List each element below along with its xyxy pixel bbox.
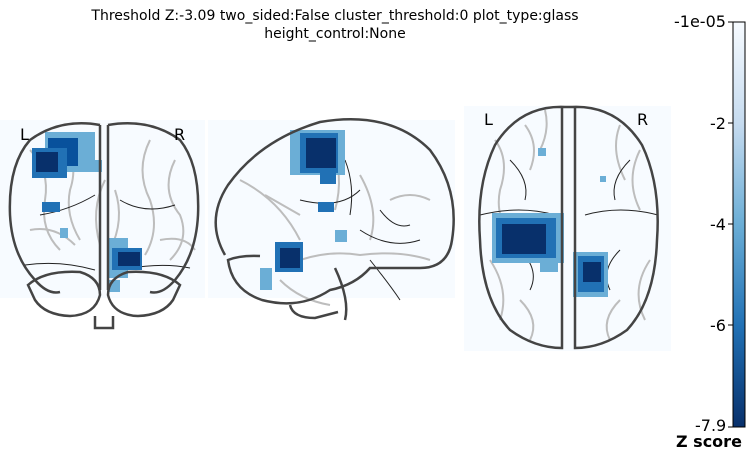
sagittal-thin-lines [299, 159, 421, 301]
sagittal-blobs [260, 130, 347, 290]
colorbar-tick-label: -6 [710, 316, 726, 335]
colorbar-tick-label: -7.9 [695, 416, 727, 435]
coronal-view: L R [0, 120, 205, 330]
axial-left-label: L [484, 110, 493, 129]
colorbar-tick-label: -2 [710, 114, 726, 133]
axial-right-label: R [637, 110, 648, 129]
axial-brain-outline [478, 105, 659, 350]
colorbar-title: Z score [676, 432, 742, 451]
coronal-background [0, 120, 205, 298]
colorbar-tick-label: -4 [710, 215, 726, 234]
colorbar-tick-label: -1e-05 [674, 12, 726, 31]
colorbar-gradient [732, 21, 746, 428]
coronal-brain-outline [8, 122, 200, 330]
plot-title-line-1: Threshold Z:-3.09 two_sided:False cluste… [91, 8, 579, 24]
coronal-right-label: R [174, 125, 185, 144]
axial-view: L R [464, 105, 671, 351]
coronal-blobs [32, 132, 142, 292]
coronal-thin-lines [24, 194, 191, 271]
plot-title-line-2: height_control:None [264, 26, 406, 42]
colorbar [728, 21, 746, 428]
axial-blobs [492, 148, 608, 297]
sagittal-brain-outline [214, 118, 455, 321]
sagittal-view [208, 118, 455, 321]
coronal-left-label: L [20, 125, 29, 144]
